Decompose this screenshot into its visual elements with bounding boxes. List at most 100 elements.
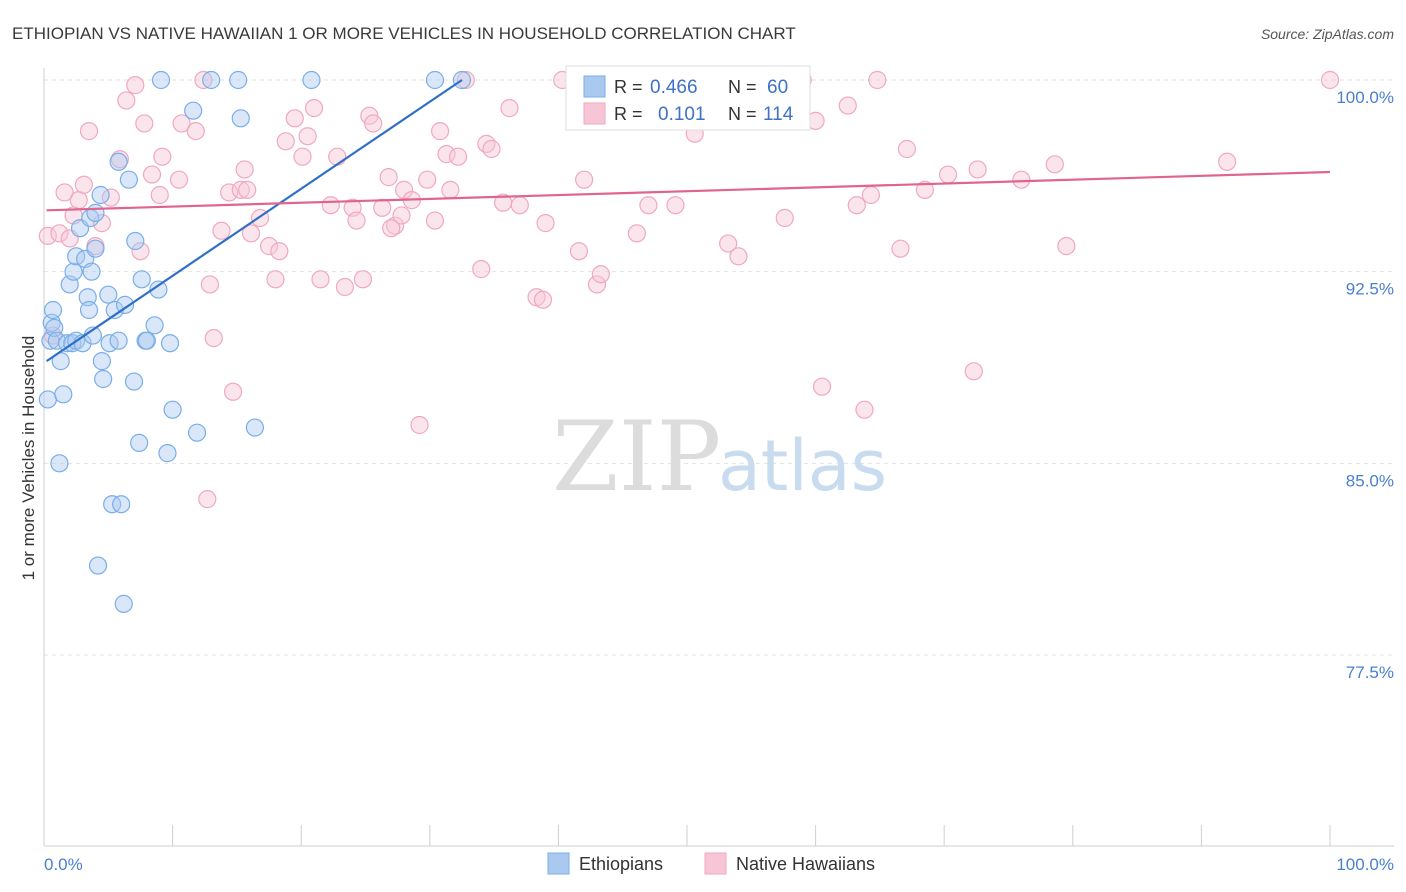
point-native-hawaiians-21 — [186, 122, 205, 141]
series-legend: Ethiopians Native Hawaiians — [547, 852, 875, 875]
point-ethiopians-0 — [38, 390, 57, 409]
watermark: ZIP atlas — [552, 401, 887, 513]
point-native-hawaiians-17 — [150, 185, 169, 205]
point-ethiopians-52 — [229, 70, 248, 90]
point-native-hawaiians-105 — [1218, 152, 1237, 171]
point-native-hawaiians-86 — [729, 247, 748, 266]
point-ethiopians-32 — [109, 152, 128, 171]
point-native-hawaiians-40 — [298, 127, 317, 146]
point-ethiopians-37 — [119, 170, 138, 189]
chart-title: ETHIOPIAN VS NATIVE HAWAIIAN 1 OR MORE V… — [12, 24, 796, 43]
point-native-hawaiians-42 — [311, 270, 330, 289]
y-tick-label-3: 77.5% — [1346, 663, 1394, 682]
point-native-hawaiians-93 — [861, 185, 880, 205]
point-native-hawaiians-47 — [347, 211, 366, 230]
point-native-hawaiians-15 — [135, 114, 154, 133]
point-ethiopians-38 — [124, 372, 144, 391]
y-tick-label-2: 85.0% — [1346, 471, 1394, 490]
point-native-hawaiians-62 — [441, 180, 460, 199]
point-native-hawaiians-61 — [437, 145, 456, 164]
point-ethiopians-6 — [50, 454, 69, 473]
point-native-hawaiians-38 — [285, 109, 304, 128]
point-native-hawaiians-36 — [270, 242, 289, 261]
point-native-hawaiians-37 — [276, 132, 295, 151]
point-native-hawaiians-41 — [304, 99, 324, 118]
point-native-hawaiians-98 — [915, 180, 935, 199]
y-axis-label: 1 or more Vehicles in Household — [19, 336, 38, 581]
point-native-hawaiians-60 — [430, 122, 450, 141]
point-native-hawaiians-97 — [897, 139, 917, 159]
point-native-hawaiians-99 — [938, 165, 958, 184]
y-tick-labels: 100.0% 92.5% 85.0% 77.5% — [1336, 88, 1394, 682]
x-tick-label-max: 100.0% — [1336, 855, 1394, 874]
point-native-hawaiians-106 — [1320, 70, 1340, 90]
trend-line-native-hawaiians — [46, 170, 1331, 212]
point-ethiopians-54 — [245, 418, 265, 437]
point-native-hawaiians-25 — [204, 329, 223, 348]
series-legend-label-ethiopians: Ethiopians — [579, 854, 663, 874]
stats-legend-box — [565, 65, 811, 131]
point-native-hawaiians-95 — [868, 70, 887, 90]
y-tick-label-1: 92.5% — [1346, 280, 1394, 299]
point-ethiopians-51 — [202, 70, 221, 90]
legend-r-value-ethiopians: 0.466 — [650, 77, 698, 98]
axes — [43, 68, 1394, 847]
point-native-hawaiians-43 — [321, 196, 340, 215]
y-tick-label-0: 100.0% — [1336, 88, 1394, 107]
point-native-hawaiians-45 — [335, 277, 355, 297]
point-native-hawaiians-66 — [477, 134, 496, 153]
point-native-hawaiians-35 — [266, 270, 285, 289]
point-native-hawaiians-69 — [500, 99, 519, 118]
point-ethiopians-26 — [92, 352, 111, 371]
legend-r-label-native-hawaiians: R = — [614, 104, 643, 124]
point-ethiopians-45 — [151, 70, 171, 90]
point-native-hawaiians-51 — [373, 198, 392, 217]
point-native-hawaiians-102 — [1012, 170, 1031, 189]
point-native-hawaiians-7 — [74, 175, 93, 194]
legend-n-label-native-hawaiians: N = — [728, 104, 757, 124]
point-ethiopians-47 — [160, 334, 180, 353]
point-native-hawaiians-39 — [293, 147, 312, 166]
series-legend-swatch-native-hawaiians — [704, 852, 727, 875]
point-native-hawaiians-31 — [238, 180, 257, 199]
point-native-hawaiians-26 — [212, 221, 231, 240]
point-native-hawaiians-13 — [117, 91, 136, 110]
point-native-hawaiians-107 — [382, 219, 401, 238]
point-ethiopians-46 — [158, 444, 177, 463]
legend-n-value-native-hawaiians: 114 — [763, 104, 794, 125]
point-native-hawaiians-70 — [510, 196, 529, 215]
watermark-zip: ZIP — [552, 401, 721, 513]
point-ethiopians-40 — [130, 433, 149, 452]
point-native-hawaiians-6 — [69, 191, 88, 210]
point-native-hawaiians-57 — [410, 415, 429, 435]
series-points-0 — [38, 70, 472, 613]
point-ethiopians-19 — [79, 300, 99, 320]
point-ethiopians-27 — [94, 369, 113, 389]
point-native-hawaiians-78 — [591, 265, 610, 284]
point-ethiopians-55 — [302, 70, 321, 90]
point-native-hawaiians-8 — [79, 122, 99, 141]
point-native-hawaiians-58 — [418, 170, 437, 189]
point-ethiopians-36 — [115, 295, 135, 314]
point-native-hawaiians-29 — [231, 180, 250, 199]
legend-swatch-native-hawaiians — [583, 102, 606, 125]
point-native-hawaiians-90 — [812, 377, 832, 396]
point-native-hawaiians-24 — [200, 275, 219, 294]
legend-swatch-ethiopians — [583, 75, 606, 98]
point-native-hawaiians-65 — [472, 260, 491, 279]
point-native-hawaiians-82 — [666, 196, 685, 215]
point-ethiopians-58 — [86, 203, 105, 222]
point-native-hawaiians-72 — [533, 290, 553, 309]
stats-legend: R = 0.466 N = 60 R = 0.101 N = 114 — [565, 65, 811, 131]
point-ethiopians-44 — [149, 280, 168, 299]
point-native-hawaiians-16 — [142, 165, 162, 184]
point-native-hawaiians-94 — [855, 400, 874, 419]
point-native-hawaiians-20 — [172, 114, 191, 133]
point-ethiopians-12 — [64, 262, 83, 281]
point-native-hawaiians-63 — [448, 147, 468, 166]
legend-n-value-ethiopians: 60 — [767, 77, 788, 98]
point-native-hawaiians-22 — [194, 70, 213, 90]
point-native-hawaiians-85 — [719, 234, 738, 253]
point-native-hawaiians-28 — [223, 382, 243, 401]
